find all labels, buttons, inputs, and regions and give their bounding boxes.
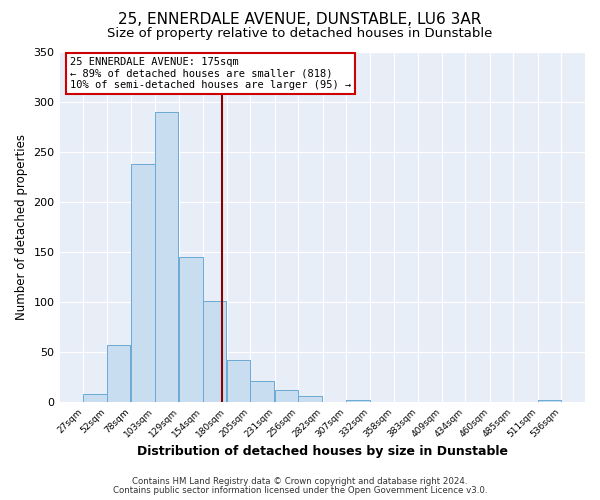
Bar [227,360,250,402]
Bar [298,396,322,402]
Bar [250,381,274,402]
Bar [107,345,130,402]
Bar [179,257,203,402]
Text: 25 ENNERDALE AVENUE: 175sqm
← 89% of detached houses are smaller (818)
10% of se: 25 ENNERDALE AVENUE: 175sqm ← 89% of det… [70,57,352,90]
Text: Contains HM Land Registry data © Crown copyright and database right 2024.: Contains HM Land Registry data © Crown c… [132,477,468,486]
Bar [131,164,155,402]
Text: Contains public sector information licensed under the Open Government Licence v3: Contains public sector information licen… [113,486,487,495]
Bar [155,112,178,402]
Text: Size of property relative to detached houses in Dunstable: Size of property relative to detached ho… [107,28,493,40]
Bar [83,394,107,402]
Text: 25, ENNERDALE AVENUE, DUNSTABLE, LU6 3AR: 25, ENNERDALE AVENUE, DUNSTABLE, LU6 3AR [118,12,482,28]
X-axis label: Distribution of detached houses by size in Dunstable: Distribution of detached houses by size … [137,444,508,458]
Bar [538,400,561,402]
Y-axis label: Number of detached properties: Number of detached properties [15,134,28,320]
Bar [275,390,298,402]
Bar [203,301,226,402]
Bar [346,400,370,402]
